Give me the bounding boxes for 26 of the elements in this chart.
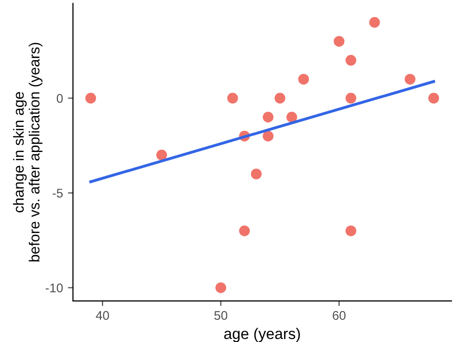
x-axis-title: age (years) [224, 328, 300, 342]
point [286, 112, 298, 123]
point [239, 225, 250, 236]
point [274, 92, 286, 104]
point [369, 16, 380, 28]
point [298, 74, 309, 85]
point [156, 150, 168, 160]
point [334, 36, 344, 47]
point [227, 92, 238, 104]
point [404, 74, 416, 85]
x-tick-label: 40 [96, 311, 109, 320]
y-axis-title: change in skin age before vs. after application (years) [13, 42, 42, 262]
x-tick-label: 60 [332, 311, 346, 320]
point [346, 54, 356, 66]
point [250, 168, 262, 180]
y-tick-label: -5 [52, 188, 63, 198]
point [262, 112, 274, 123]
point [85, 92, 96, 104]
point [215, 282, 226, 294]
point [346, 92, 356, 104]
point [346, 225, 356, 236]
point [428, 92, 440, 104]
point [262, 130, 274, 142]
x-tick-label: 50 [214, 311, 228, 320]
y-tick-label: -10 [46, 283, 63, 292]
y-tick-label: 0 [56, 94, 63, 103]
